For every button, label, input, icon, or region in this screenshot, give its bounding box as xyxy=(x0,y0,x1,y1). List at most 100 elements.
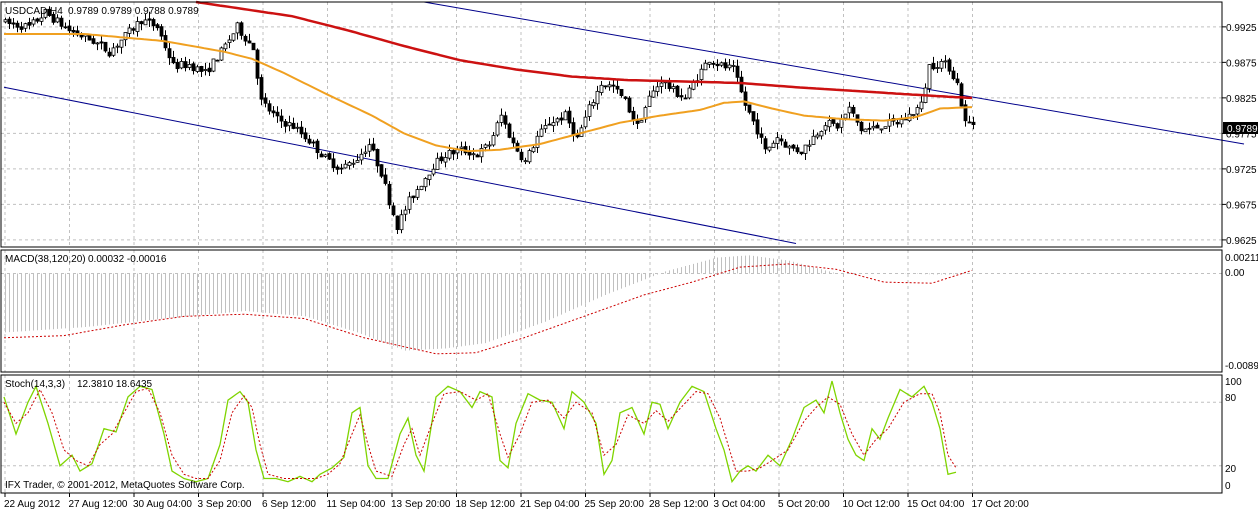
candle-body xyxy=(631,110,636,121)
stoch-title: Stoch(14,3,3) xyxy=(5,379,65,390)
panel-frames xyxy=(0,1,1223,494)
candle-body xyxy=(603,85,608,88)
candle-body xyxy=(327,153,332,160)
candle-body xyxy=(723,62,728,69)
x-tick-label: 13 Sep 20:00 xyxy=(391,499,451,510)
x-tick-label: 6 Sep 12:00 xyxy=(262,499,316,510)
candle-body xyxy=(935,67,940,69)
candle-body xyxy=(63,26,68,29)
candle-body xyxy=(191,63,196,72)
candle-body xyxy=(271,110,276,114)
candle-body xyxy=(483,144,488,148)
candle-body xyxy=(159,26,164,37)
macd-values: 0.00032 -0.00016 xyxy=(88,254,167,265)
candle-body xyxy=(267,103,272,112)
candle-body xyxy=(927,64,932,89)
candle-body xyxy=(699,68,704,80)
candle-body xyxy=(791,144,796,149)
candle-body xyxy=(123,32,128,41)
moving-averages xyxy=(4,0,973,153)
candle-body xyxy=(35,18,40,22)
x-tick-label: 10 Oct 12:00 xyxy=(843,499,901,510)
candle-body xyxy=(767,146,772,151)
macd-axis-bottom: -0.00894 xyxy=(1225,361,1258,372)
candle-body xyxy=(759,133,764,138)
candle-body xyxy=(659,82,664,87)
x-tick-label: 21 Sep 04:00 xyxy=(520,499,580,510)
candle-body xyxy=(307,138,312,144)
y-tick-label: 0.9625 xyxy=(1226,236,1257,247)
candle-body xyxy=(343,163,348,169)
x-tick-label: 3 Oct 04:00 xyxy=(714,499,766,510)
candle-body xyxy=(431,168,436,175)
candle-body xyxy=(859,121,864,132)
candle-body xyxy=(527,150,532,163)
candle-body xyxy=(99,41,104,44)
candle-body xyxy=(59,17,64,27)
stoch-values: 12.3810 18.6435 xyxy=(77,379,153,390)
candle-body xyxy=(683,97,688,100)
candle-body xyxy=(107,51,112,57)
candle-body xyxy=(459,146,464,149)
candle-body xyxy=(655,86,660,92)
candle-body xyxy=(843,113,848,119)
candle-body xyxy=(275,111,280,117)
candle-body xyxy=(707,61,712,65)
stoch-signal-line xyxy=(3,387,957,479)
candle-body xyxy=(383,174,388,184)
candle-body xyxy=(807,144,812,147)
candle-body xyxy=(247,40,252,44)
candle-body xyxy=(739,76,744,93)
current-price-tag: 0.9789 xyxy=(1227,124,1258,135)
candle-body xyxy=(955,78,960,84)
candle-body xyxy=(155,24,160,29)
candle-body xyxy=(931,62,936,70)
candle-body xyxy=(755,119,760,135)
current-price-tag-bg xyxy=(1223,122,1258,134)
axis-layer: 0.9625 0.9675 0.9725 0.9775 0.9825 0.9875 0.99… xyxy=(4,23,1257,510)
candle-body xyxy=(43,9,48,18)
candle-body xyxy=(747,104,752,113)
candle-body xyxy=(943,60,948,63)
x-tick-label: 15 Oct 04:00 xyxy=(907,499,965,510)
trend-channel[interactable] xyxy=(3,1,1245,244)
candle-body xyxy=(599,84,604,93)
y-tick-label: 0.9775 xyxy=(1226,129,1257,140)
candle-body xyxy=(411,195,416,199)
macd-title: MACD(38,120,20) xyxy=(5,254,86,265)
candle-body xyxy=(403,209,408,215)
candle-body xyxy=(115,45,120,48)
candle-body xyxy=(427,174,432,180)
copyright-text: IFX Trader, © 2001-2012, MetaQuotes Soft… xyxy=(5,480,245,491)
candle-body xyxy=(511,137,516,144)
candle-body xyxy=(15,22,20,28)
macd-layer xyxy=(3,255,973,355)
candle-body xyxy=(919,101,924,110)
candle-body xyxy=(47,8,52,16)
candle-body xyxy=(855,114,860,123)
x-tick-label: 25 Sep 20:00 xyxy=(585,499,645,510)
ma-slow-line xyxy=(195,0,973,100)
candle-body xyxy=(719,62,724,66)
candle-body xyxy=(691,82,696,90)
candle-body xyxy=(435,157,440,170)
candle-body xyxy=(415,189,420,198)
candle-body xyxy=(303,132,308,140)
panel-frame xyxy=(0,249,1223,373)
candle-body xyxy=(331,158,336,169)
candle-body xyxy=(103,41,108,52)
candle-body xyxy=(591,102,596,107)
x-tick-label: 30 Aug 04:00 xyxy=(133,499,192,510)
candle-body xyxy=(231,33,236,41)
candle-body xyxy=(235,22,240,34)
candle-body xyxy=(215,59,220,62)
candle-body xyxy=(539,128,544,137)
candle-body xyxy=(863,128,868,133)
candle-body xyxy=(347,162,352,166)
candle-body xyxy=(203,69,208,71)
candle-body xyxy=(523,160,528,163)
candle-body xyxy=(7,18,12,25)
candle-body xyxy=(795,147,800,153)
candle-body xyxy=(95,42,100,45)
